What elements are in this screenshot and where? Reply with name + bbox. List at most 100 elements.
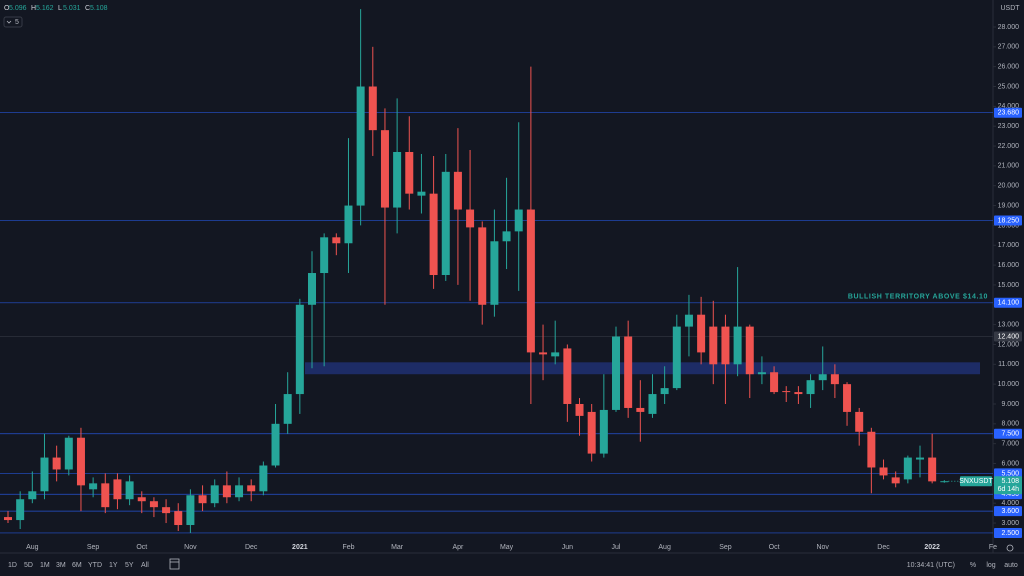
- clock: 10:34:41 (UTC): [907, 562, 955, 569]
- y-tick-label: 25.000: [998, 83, 1020, 90]
- y-tick-label: 13.000: [998, 321, 1020, 328]
- range-button[interactable]: 1M: [40, 562, 50, 569]
- level-label: 4.450: [1001, 491, 1019, 498]
- candle-body: [198, 495, 207, 504]
- x-tick-label: Oct: [769, 544, 780, 551]
- candle-body: [113, 479, 122, 500]
- candle-body: [721, 326, 730, 365]
- candle-body: [40, 457, 49, 492]
- candle-body: [806, 380, 815, 395]
- y-tick-label: 22.000: [998, 143, 1020, 150]
- support-zone: [305, 362, 980, 375]
- candle-body: [332, 237, 341, 244]
- ohlc-key: H: [31, 5, 36, 12]
- axis-option[interactable]: %: [970, 562, 976, 569]
- candle-body: [16, 499, 25, 521]
- level-label: 5.500: [1001, 470, 1019, 477]
- ohlc-value: 5.108: [90, 5, 108, 12]
- level-label: 14.100: [998, 300, 1020, 307]
- candle-body: [502, 231, 511, 242]
- range-button[interactable]: 3M: [56, 562, 66, 569]
- candle-body: [818, 374, 827, 381]
- axis-option[interactable]: auto: [1004, 562, 1018, 569]
- candle-body: [624, 336, 633, 408]
- ohlc-value: 5.096: [9, 5, 27, 12]
- settings-button[interactable]: [1006, 544, 1014, 552]
- y-tick-label: 4.000: [1001, 500, 1019, 507]
- y-tick-label: 12.000: [998, 341, 1020, 348]
- range-button[interactable]: 5Y: [125, 562, 134, 569]
- price-axis-unit: USDT: [1000, 5, 1020, 12]
- level-label: 7.500: [1001, 431, 1019, 438]
- candle-body: [271, 423, 280, 466]
- candle-body: [648, 394, 657, 414]
- range-button[interactable]: 5D: [24, 562, 33, 569]
- candle-body: [283, 394, 292, 424]
- y-tick-label: 20.000: [998, 183, 1020, 190]
- candle-body: [928, 457, 937, 482]
- range-button[interactable]: 1D: [8, 562, 17, 569]
- candle-body: [526, 209, 535, 353]
- chevron-icon: [6, 20, 12, 24]
- y-tick-label: 16.000: [998, 262, 1020, 269]
- x-tick-label: Aug: [26, 544, 39, 551]
- x-tick-label: Nov: [184, 544, 197, 551]
- level-label-box: [994, 215, 1022, 226]
- y-tick-label: 3.000: [1001, 520, 1019, 527]
- candle-body: [794, 392, 803, 395]
- candle-body: [308, 273, 316, 305]
- y-tick-label: 23.000: [998, 123, 1020, 130]
- y-tick-label: 10.000: [998, 381, 1020, 388]
- indicator-toggle[interactable]: [3, 16, 23, 28]
- candle-body: [210, 485, 219, 504]
- ohlc-key: C: [85, 5, 90, 12]
- level-label: 23.680: [998, 110, 1020, 117]
- candle-body: [259, 465, 268, 492]
- x-tick-label: Sep: [87, 544, 100, 551]
- candle-body: [235, 485, 244, 498]
- candle-body: [612, 336, 620, 410]
- level-label-box: [994, 297, 1022, 308]
- candle-body: [64, 437, 73, 470]
- y-tick-label: 28.000: [998, 24, 1020, 31]
- candle-body: [295, 304, 304, 395]
- range-button[interactable]: 1Y: [109, 562, 118, 569]
- candle-body: [770, 372, 779, 393]
- level-label-box: [994, 468, 1022, 479]
- y-tick-label: 7.000: [1001, 441, 1019, 448]
- candle-body: [879, 467, 888, 476]
- level-label: 3.600: [1001, 508, 1019, 515]
- candle-body: [563, 348, 572, 404]
- y-tick-label: 6.000: [1001, 460, 1019, 467]
- y-tick-label: 18.000: [998, 222, 1020, 229]
- last-price: 5.108: [1001, 478, 1019, 485]
- level-label: 2.500: [1001, 530, 1019, 537]
- candle-body: [855, 411, 864, 432]
- x-tick-label: Oct: [136, 544, 147, 551]
- candle-body: [660, 388, 669, 395]
- candle-body: [28, 491, 37, 500]
- level-label: 18.250: [998, 217, 1020, 224]
- candle-body: [52, 457, 61, 470]
- candle-body: [125, 481, 134, 500]
- candle-body: [636, 407, 645, 412]
- x-tick-label: Feb: [342, 544, 354, 551]
- range-button[interactable]: 6M: [72, 562, 82, 569]
- candle-body: [490, 241, 499, 305]
- ohlc-key: O: [4, 5, 10, 12]
- range-button[interactable]: All: [141, 562, 149, 569]
- y-tick-label: 26.000: [998, 64, 1020, 71]
- axis-option[interactable]: log: [986, 562, 995, 569]
- candle-body: [697, 314, 706, 353]
- last-price-box: [994, 476, 1022, 495]
- candle-body: [709, 326, 718, 365]
- candle-body: [247, 485, 256, 492]
- candle-body: [478, 227, 487, 305]
- date-range-button[interactable]: [169, 558, 180, 570]
- candle-body: [356, 86, 365, 206]
- level-label-box: [994, 107, 1022, 118]
- y-tick-label: 21.000: [998, 163, 1020, 170]
- x-tick-label: Aug: [658, 544, 671, 551]
- range-button[interactable]: YTD: [88, 562, 102, 569]
